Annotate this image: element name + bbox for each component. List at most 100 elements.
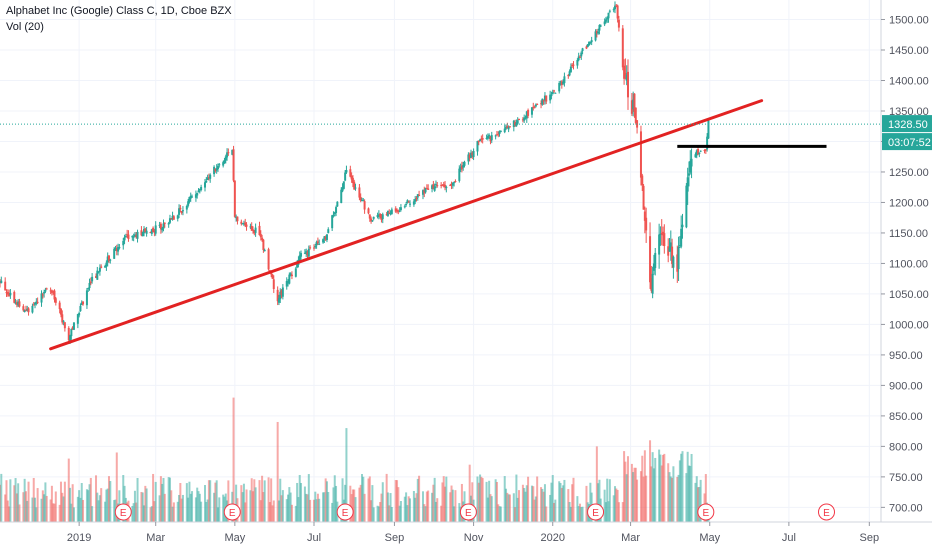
candle-body [194,194,197,198]
volume-bar [543,484,546,522]
volume-bar [296,482,299,522]
volume-bar [562,485,565,522]
volume-bar [450,485,453,522]
candle-body [550,94,553,97]
candle-body [104,265,107,268]
candle-body [241,223,244,225]
volume-bar [425,491,428,522]
candle-body [415,197,418,199]
candle-body [13,291,16,303]
volume-bar [167,477,170,522]
volume-bar [551,475,554,522]
volume-bar [59,481,62,522]
earnings-marker[interactable] [114,503,132,521]
volume-bar [361,474,364,522]
volume-bar [34,497,37,522]
volume-bar [170,490,173,522]
candle-body [405,204,408,206]
candle-body [6,292,9,295]
volume-bar [517,490,520,522]
candle-body [279,291,282,300]
drawing-tools[interactable] [0,99,881,351]
volume-bar [606,478,609,522]
candle-body [207,177,210,179]
volume-bar [15,493,18,522]
volume-bar [63,481,66,522]
candle-body [354,187,357,189]
volume-bar [172,502,175,522]
earnings-marker[interactable] [697,503,715,521]
volume-bar [699,479,702,522]
candle-body [572,64,575,66]
volume-bar [197,491,200,522]
time-axis[interactable]: 2019 Mar May Jul Sep Nov 2020 Mar May Jul Sep [0,521,932,544]
earnings-marker[interactable] [336,503,354,521]
candle-body [122,240,125,246]
volume-bar [454,490,457,522]
volume-bar [95,475,98,522]
earnings-marker[interactable] [587,503,605,521]
trendline[interactable] [49,99,764,351]
volume-bar [521,484,524,522]
volume-bar [485,481,488,522]
volume-bar [697,487,700,522]
volume-bar [150,506,153,522]
volume-bar [163,493,166,522]
volume-bar [176,501,179,522]
volume-bar [367,478,370,522]
volume-bar [305,493,308,522]
price-axis[interactable]: 1500.001450.001400.001350.001300.001250.… [880,0,932,550]
candle-body [289,273,292,275]
volume-bar [149,507,152,522]
price-tick-label: 1000.00 [889,319,929,331]
earnings-marker[interactable] [818,503,836,521]
candle-body [327,229,330,233]
candle-body [69,335,72,342]
volume-bar [271,505,274,522]
volume-bar [424,506,427,522]
bar-countdown-label: 03:07:52 [888,137,931,149]
volume-bar [516,497,519,522]
candle-body [145,230,148,234]
chart-title: Alphabet Inc (Google) Class C, 1D, Cboe … [6,5,232,17]
earnings-marker[interactable] [223,503,241,521]
volume-indicator-label[interactable]: Vol (20) [6,21,44,33]
candle-body [123,237,126,241]
volume-bar [390,507,393,522]
candle-body [133,234,136,237]
volume-bar [471,482,474,522]
candle-body [276,289,279,302]
candle-body [127,234,130,240]
volume-bar [477,482,480,522]
candle-body [35,301,38,304]
volume-bar [171,506,174,522]
volume-bar [532,486,535,522]
candle-body [506,126,509,129]
volume-bar [580,506,583,522]
volume-bar [136,477,139,522]
candle-body [698,152,701,154]
candle-body [559,83,562,85]
candle-body [634,107,637,123]
time-tick-label: Jul [782,532,796,544]
earnings-marker[interactable] [459,503,477,521]
volume-bar [407,496,410,522]
price-tick-label: 800.00 [889,441,923,453]
volume-bar [523,488,526,522]
candle-body [554,92,557,94]
candle-body [59,308,62,315]
volume-bar [154,481,157,522]
volume-bar [434,501,437,522]
candle-body [685,185,688,228]
volume-bar [272,500,275,522]
candle-body [699,150,702,152]
candle-body [472,150,475,158]
candle-body [706,136,709,150]
candle-body [606,18,609,20]
candle-body [0,280,3,284]
volume-bar [70,503,73,522]
candle-body [132,236,135,238]
volume-bar [681,451,684,522]
